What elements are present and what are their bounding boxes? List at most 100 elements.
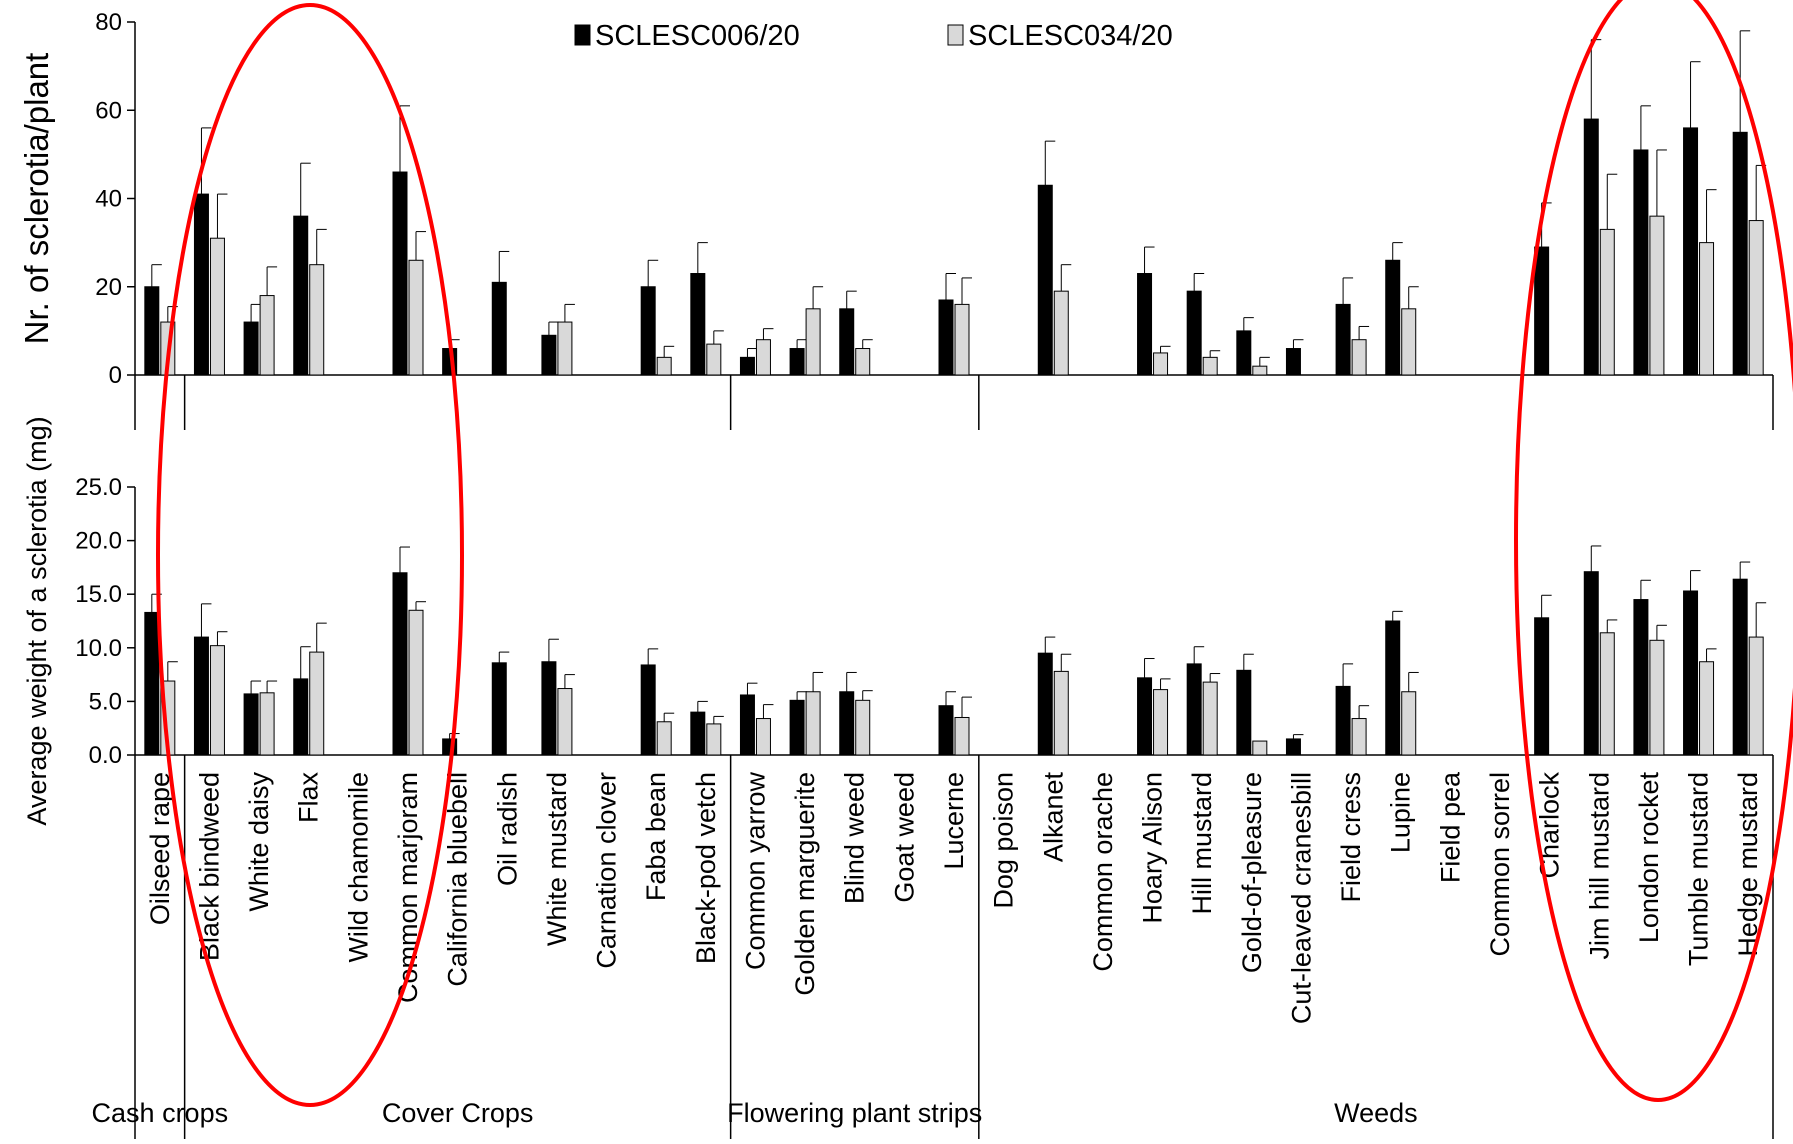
bar-count-s1-7 (491, 281, 507, 376)
bar-weight-s2-31 (1699, 661, 1715, 756)
category-label: White daisy (244, 772, 274, 912)
category-label: Tumble mustard (1684, 772, 1714, 966)
group-label: Weeds (1334, 1098, 1418, 1128)
bar-weight-s1-18 (1037, 652, 1053, 756)
bar-weight-s2-3 (309, 651, 325, 756)
bar-weight-s1-8 (541, 661, 557, 756)
bar-count-s2-10 (656, 356, 672, 376)
bar-weight-s1-12 (739, 694, 755, 756)
category-label: Field pea (1435, 771, 1465, 883)
bar-weight-s1-0 (144, 611, 160, 756)
bar-count-s1-11 (690, 273, 706, 376)
bar-count-s2-18 (1053, 290, 1069, 376)
category-label: Common orache (1088, 772, 1118, 972)
bar-count-s1-23 (1285, 348, 1301, 376)
bar-weight-s2-20 (1153, 689, 1169, 756)
category-label: Hoary Alison (1138, 772, 1168, 924)
bar-count-s2-21 (1202, 356, 1218, 376)
bar-weight-s1-5 (392, 572, 408, 756)
bar-count-s2-13 (805, 308, 821, 376)
bar-count-s1-21 (1186, 290, 1202, 376)
bar-count-s1-25 (1385, 259, 1401, 376)
bar-count-s2-14 (855, 348, 871, 376)
category-label: Cut-leaved cranesbill (1286, 772, 1316, 1024)
bar-count-s1-8 (541, 334, 557, 376)
bar-count-s1-24 (1335, 303, 1351, 376)
bar-weight-s1-7 (491, 662, 507, 756)
y-tick-label-weight: 10.0 (75, 635, 122, 662)
highlight-ellipse-right (1514, 0, 1793, 1102)
legend-label: SCLESC034/20 (968, 20, 1173, 52)
bar-count-s1-29 (1583, 118, 1599, 376)
bar-count-s2-22 (1252, 365, 1268, 376)
bar-weight-s2-25 (1401, 691, 1417, 756)
group-label: Cash crops (92, 1098, 229, 1128)
bar-count-s1-20 (1137, 273, 1153, 376)
bar-weight-s1-2 (243, 693, 259, 756)
bar-count-s1-30 (1633, 149, 1649, 376)
bar-weight-s2-29 (1599, 632, 1615, 756)
bar-weight-s1-21 (1186, 663, 1202, 756)
bar-count-s2-29 (1599, 228, 1615, 376)
bar-count-s1-32 (1732, 131, 1748, 376)
bar-weight-s2-22 (1252, 740, 1268, 756)
bar-count-s2-20 (1153, 352, 1169, 376)
category-label: Oilseed rape (145, 772, 175, 925)
bar-weight-s1-32 (1732, 578, 1748, 756)
bar-weight-s2-30 (1649, 639, 1665, 756)
category-label: Flax (294, 772, 324, 824)
bar-weight-s2-13 (805, 691, 821, 756)
category-labels: Oilseed rape Black bindweed White daisy Fla… (145, 771, 1763, 1024)
category-label: Lupine (1386, 772, 1416, 853)
bar-count-s1-3 (293, 215, 309, 376)
bar-weight-s2-1 (209, 645, 225, 756)
group-label: Cover Crops (382, 1098, 534, 1128)
y-axis-label-weight: Average weight of a sclerotia (mg) (22, 416, 52, 825)
category-label: White mustard (542, 772, 572, 946)
bar-count-s2-1 (209, 237, 225, 376)
bar-weight-s2-14 (855, 699, 871, 756)
bar-count-s2-11 (706, 343, 722, 376)
y-tick-label-count: 0 (109, 362, 122, 389)
bar-weight-s1-24 (1335, 685, 1351, 756)
category-label: Goat weed (889, 772, 919, 903)
group-label: Flowering plant strips (727, 1098, 982, 1128)
bar-weight-s1-3 (293, 678, 309, 756)
y-tick-label-count: 40 (95, 186, 122, 213)
category-label: Field cress (1336, 772, 1366, 903)
bar-weight-s1-16 (938, 705, 954, 756)
bar-count-s1-5 (392, 171, 408, 376)
bar-count-s2-2 (259, 295, 275, 376)
bar-count-s1-0 (144, 286, 160, 376)
category-label: Black-pod vetch (691, 772, 721, 964)
bar-weight-s2-5 (408, 609, 424, 756)
legend: SCLESC006/20 SCLESC034/20 (574, 20, 1173, 52)
y-tick-label-weight: 0.0 (89, 742, 122, 769)
bar-weight-s1-25 (1385, 620, 1401, 756)
bar-weight-s2-8 (557, 688, 573, 756)
category-label: California bluebell (443, 772, 473, 987)
bar-weight-s1-30 (1633, 599, 1649, 756)
bar-weight-s2-32 (1748, 636, 1764, 756)
panel-sclerotia-count: 0 20 40 60 80 Nr. of sclerotia/plant (18, 9, 1773, 389)
bar-weight-s2-21 (1202, 681, 1218, 756)
category-label: Common yarrow (740, 772, 770, 971)
bar-count-s2-32 (1748, 220, 1764, 376)
category-label: Carnation clover (592, 772, 622, 969)
y-tick-label-weight: 25.0 (75, 474, 122, 501)
category-label: Golden marguerite (790, 772, 820, 996)
bar-count-s2-12 (755, 339, 771, 376)
group-dividers: Cash crops Cover Crops Flowering plant str… (92, 375, 1774, 1139)
y-tick-label-weight: 15.0 (75, 581, 122, 608)
category-label: Oil radish (492, 772, 522, 886)
bar-weight-s1-31 (1683, 590, 1699, 756)
bar-weight-s2-24 (1351, 718, 1367, 756)
y-tick-label-count: 20 (95, 274, 122, 301)
bar-weight-s1-1 (193, 636, 209, 756)
bar-count-s1-1 (193, 193, 209, 376)
bar-weight-s1-20 (1137, 677, 1153, 756)
highlight-ellipses (156, 0, 1793, 1107)
bar-count-s2-16 (954, 303, 970, 376)
